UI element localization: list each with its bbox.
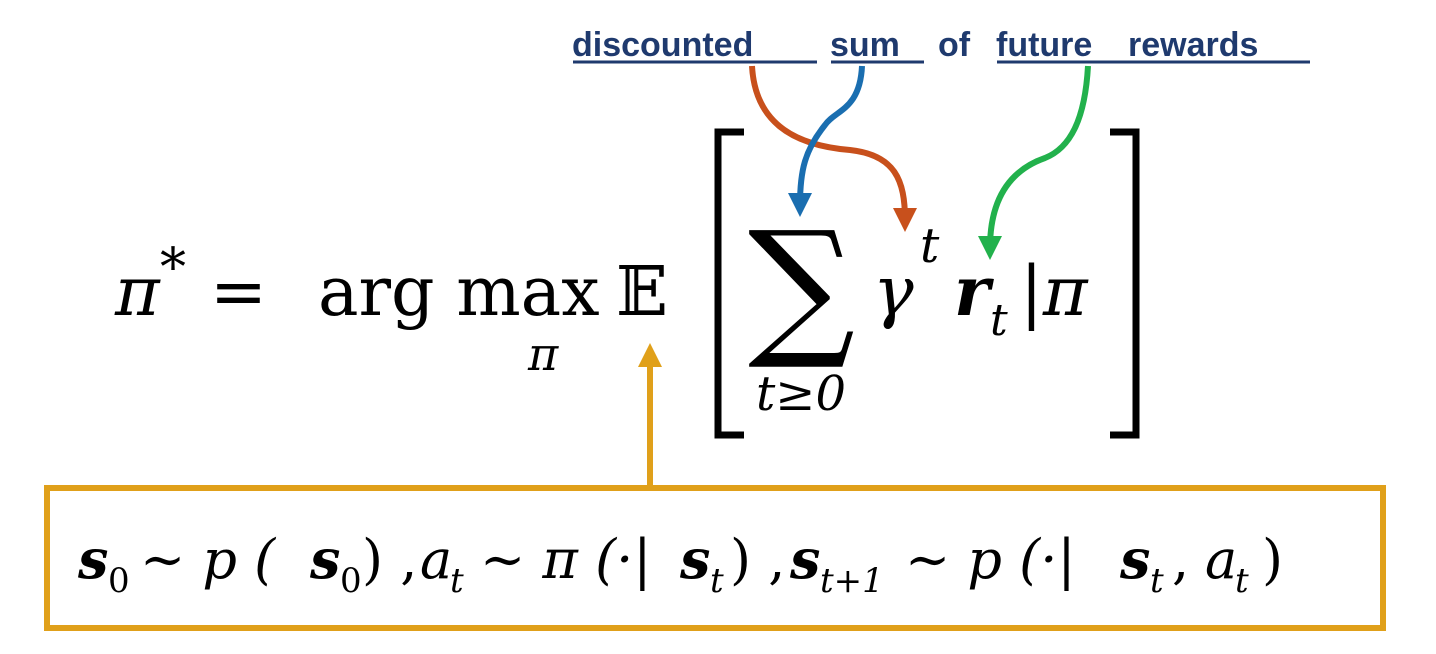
sim-p-open: ∼ p ( bbox=[140, 528, 277, 591]
caption-future: future bbox=[996, 26, 1092, 64]
s0-symbol: s bbox=[77, 527, 108, 591]
sim-pi-open: ∼ π (·| bbox=[480, 528, 652, 591]
pi-star: * bbox=[160, 238, 186, 298]
caption-sum: sum bbox=[830, 26, 900, 64]
comma: , bbox=[1172, 528, 1189, 591]
caption: discounted sum of future rewards bbox=[572, 26, 1310, 64]
st-subscript: t bbox=[710, 561, 724, 601]
a-symbol: a bbox=[420, 528, 452, 591]
a2-symbol: a bbox=[1205, 528, 1237, 591]
dynamics-equation: s 0 ∼ p ( s 0 ) , a t ∼ π (·| s t ) , s … bbox=[77, 527, 1283, 601]
reward-symbol: r bbox=[954, 252, 994, 332]
a-subscript: t bbox=[450, 561, 464, 601]
s0b-subscript: 0 bbox=[340, 561, 362, 601]
st2-symbol: s bbox=[1119, 527, 1150, 591]
close-paren-2: ) , bbox=[730, 528, 785, 591]
right-bracket bbox=[1110, 128, 1140, 439]
reward-subscript: t bbox=[990, 295, 1008, 346]
pi-symbol: π bbox=[114, 253, 161, 332]
sim-p-cond-open: ∼ p (·| bbox=[905, 528, 1076, 591]
argmax-operator: arg max bbox=[318, 253, 600, 332]
st1-subscript: t+1 bbox=[820, 561, 884, 601]
caption-rewards: rewards bbox=[1128, 26, 1258, 64]
gamma-superscript: t bbox=[920, 218, 940, 274]
s0-subscript: 0 bbox=[108, 561, 130, 601]
dynamics-box bbox=[44, 485, 1386, 631]
s0b-symbol: s bbox=[309, 527, 340, 591]
expectation-symbol: 𝔼 bbox=[616, 253, 668, 332]
caption-of: of bbox=[938, 26, 971, 64]
sum-arrow bbox=[788, 65, 865, 217]
gamma-symbol: γ bbox=[873, 253, 914, 332]
st1-symbol: s bbox=[789, 527, 820, 591]
main-equation: π * = arg max π 𝔼 ∑ t≥0 γ t r t |π bbox=[114, 128, 1140, 439]
close-paren-3: ) bbox=[1262, 528, 1283, 591]
rewards-arrow bbox=[978, 65, 1091, 260]
close-paren-1: ) , bbox=[362, 528, 417, 591]
caption-discounted: discounted bbox=[572, 26, 753, 64]
discounted-arrow bbox=[749, 65, 917, 232]
sum-symbol: ∑ bbox=[748, 200, 855, 374]
equals-sign: = bbox=[210, 253, 267, 332]
conditional-pi: |π bbox=[1020, 253, 1089, 332]
a2-subscript: t bbox=[1235, 561, 1249, 601]
sum-subscript: t≥0 bbox=[756, 366, 846, 422]
st2-subscript: t bbox=[1150, 561, 1164, 601]
left-bracket bbox=[714, 128, 744, 439]
st-symbol: s bbox=[679, 527, 710, 591]
argmax-subscript: π bbox=[527, 327, 559, 381]
